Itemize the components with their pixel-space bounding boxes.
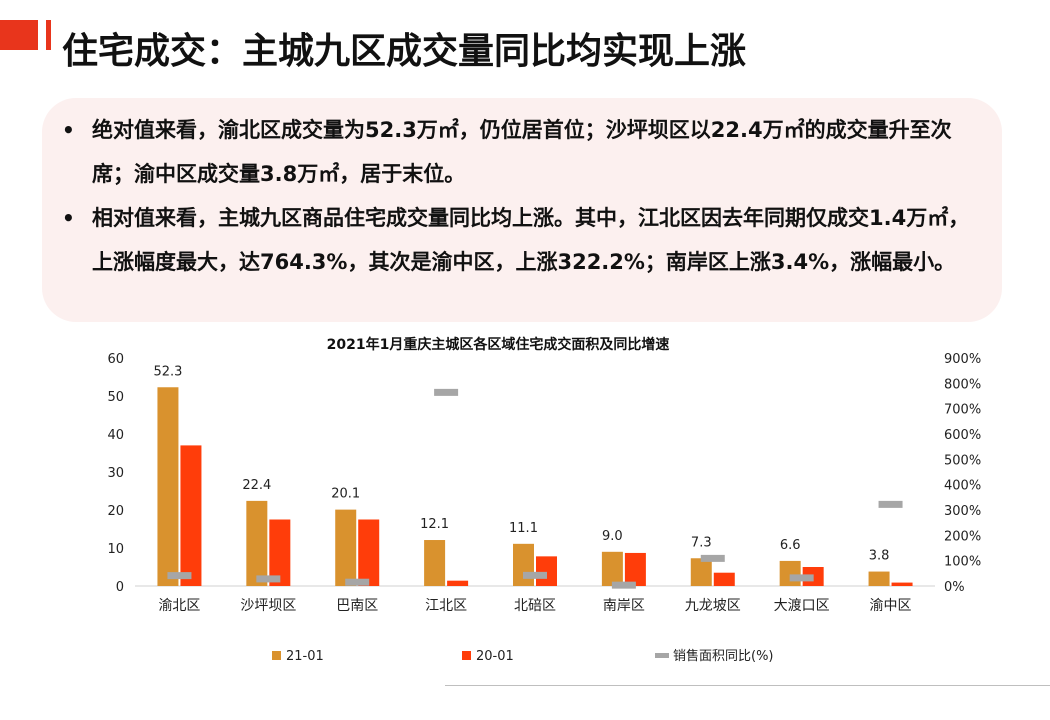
chart-title: 2021年1月重庆主城区各区域住宅成交面积及同比增速 <box>327 336 670 353</box>
bar-21-01 <box>424 540 446 586</box>
bar-21-01 <box>513 543 534 586</box>
category-label: 巴南区 <box>336 598 378 614</box>
bar-21-01 <box>335 509 357 586</box>
category-labels: 渝北区 沙坪坝区 巴南区 江北区 北碚区 南岸区 九龙坡区 大渡口区 渝中区 <box>158 598 911 614</box>
yoy-marker <box>523 571 547 579</box>
right-tick-label: 0% <box>944 580 965 595</box>
yoy-markers <box>167 388 903 589</box>
bar-value-label: 3.8 <box>869 549 890 564</box>
left-tick-label: 30 <box>107 466 124 481</box>
left-tick-label: 60 <box>107 352 124 367</box>
right-tick-label: 400% <box>944 479 981 494</box>
bar-value-label: 6.6 <box>780 538 801 553</box>
bar-21-01 <box>868 571 890 586</box>
summary-point-1: 绝对值来看，渝北区成交量为52.3万㎡，仍位居首位；沙坪坝区以22.4万㎡的成交… <box>92 118 952 186</box>
right-tick-label: 100% <box>944 555 981 570</box>
bar-value-label: 11.1 <box>509 521 538 536</box>
bar-20-01 <box>447 580 469 586</box>
bar-value-label: 7.3 <box>691 535 712 550</box>
yoy-marker <box>345 578 370 586</box>
left-tick-label: 10 <box>107 542 124 557</box>
right-tick-label: 900% <box>944 352 981 367</box>
legend-label-21-01: 21-01 <box>286 649 324 664</box>
right-tick-label: 300% <box>944 504 981 519</box>
bar-20-01 <box>180 445 202 586</box>
right-tick-label: 200% <box>944 529 981 544</box>
bar-21-01 <box>246 500 268 586</box>
left-axis: 0 10 20 30 40 50 60 <box>107 352 124 595</box>
yoy-marker <box>789 574 814 582</box>
bar-value-label: 22.4 <box>242 478 271 493</box>
right-axis: 0% 100% 200% 300% 400% 500% 600% 700% 800% 900% <box>944 352 981 595</box>
left-tick-label: 0 <box>116 580 124 595</box>
legend-label-yoy: 销售面积同比(%) <box>673 648 774 664</box>
category-label: 大渡口区 <box>774 598 830 614</box>
yoy-marker <box>434 388 459 396</box>
yoy-marker <box>256 575 281 583</box>
yoy-marker <box>167 572 192 580</box>
yoy-marker <box>878 500 903 508</box>
bar-value-label: 52.3 <box>153 364 182 379</box>
category-label: 沙坪坝区 <box>240 598 296 614</box>
summary-point-2: 相对值来看，主城九区商品住宅成交量同比均上涨。其中，江北区因去年同期仅成交1.4… <box>92 206 970 274</box>
legend-swatch-20-01 <box>462 651 471 660</box>
category-label: 南岸区 <box>603 598 645 614</box>
bar-21-01 <box>690 558 712 586</box>
right-tick-label: 600% <box>944 428 981 443</box>
accent-stripe <box>46 20 51 50</box>
left-tick-label: 20 <box>107 504 124 519</box>
bar-20-01 <box>624 552 646 586</box>
right-tick-label: 800% <box>944 377 981 392</box>
accent-block <box>0 20 38 50</box>
bar-20-01 <box>358 519 380 586</box>
yoy-marker <box>700 554 725 562</box>
category-label: 渝北区 <box>158 598 200 614</box>
bar-value-label: 9.0 <box>602 529 623 544</box>
yoy-marker <box>611 581 636 589</box>
bar-21-01 <box>779 560 801 586</box>
bar-21-01 <box>157 387 179 586</box>
bar-20-01 <box>713 572 735 586</box>
bar-21-01 <box>601 551 623 586</box>
summary-box <box>42 98 1002 322</box>
bullet-marker-1: • <box>62 118 75 142</box>
page-title: 住宅成交：主城九区成交量同比均实现上涨 <box>62 31 747 72</box>
bar-value-label: 12.1 <box>420 517 449 532</box>
bar-20-01 <box>269 519 291 586</box>
bar-20-01 <box>891 582 913 586</box>
legend-swatch-21-01 <box>272 651 281 660</box>
legend-label-20-01: 20-01 <box>476 649 514 664</box>
bar-value-label: 20.1 <box>331 487 360 502</box>
bar-20-01 <box>536 556 557 586</box>
right-tick-label: 500% <box>944 453 981 468</box>
category-label: 九龙坡区 <box>685 598 741 614</box>
legend-swatch-yoy <box>655 653 669 658</box>
category-label: 北碚区 <box>514 598 556 614</box>
bars-group: 52.3 22.4 20.1 12.1 11.1 9.0 7.3 6.6 3.8 <box>153 364 913 586</box>
category-label: 渝中区 <box>870 598 912 614</box>
bullet-marker-2: • <box>62 206 75 230</box>
left-tick-label: 50 <box>107 390 124 405</box>
bottom-divider <box>445 685 1050 686</box>
right-tick-label: 700% <box>944 403 981 418</box>
category-label: 江北区 <box>425 598 467 614</box>
left-tick-label: 40 <box>107 428 124 443</box>
legend: 21-01 20-01 销售面积同比(%) <box>272 648 774 664</box>
